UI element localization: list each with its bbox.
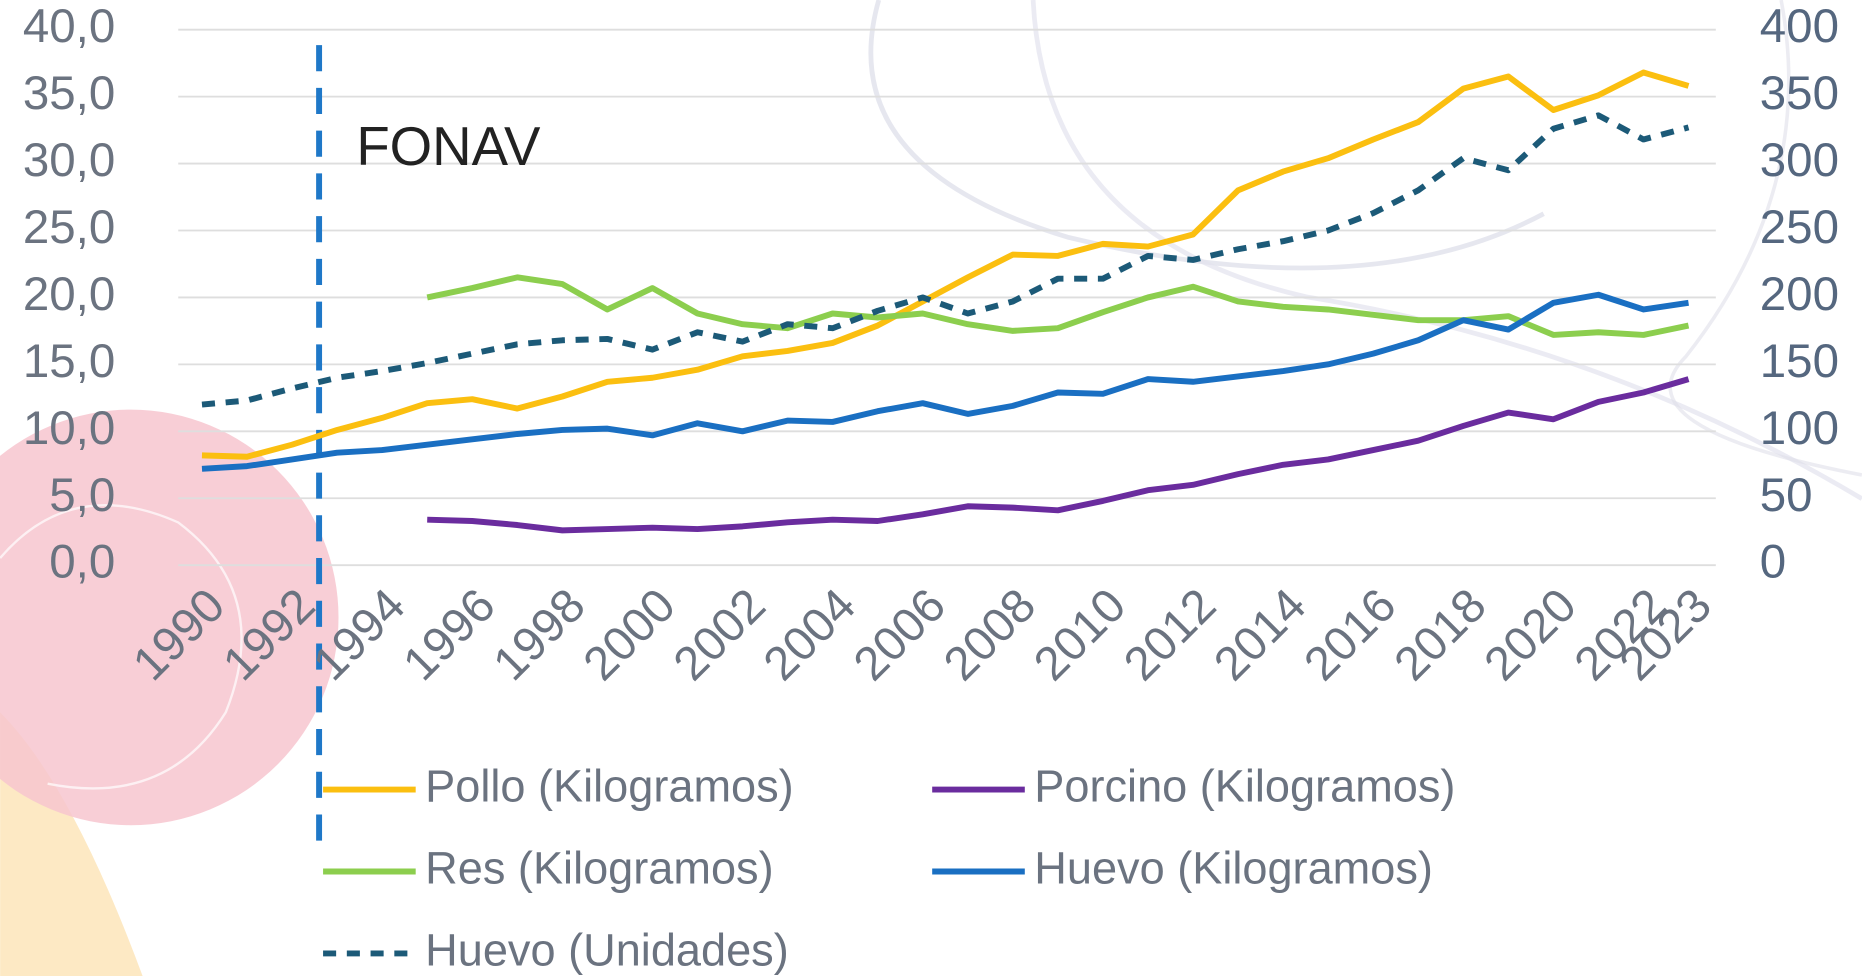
y-tick-label: 0,0: [49, 536, 115, 589]
chart: FONAV 0,0 5,0 10,0 15,0 20,0 25,0 30,0 35,0 40,0…: [0, 0, 1862, 976]
y2-tick-label: 0: [1760, 536, 1786, 589]
legend-label: Porcino (Kilogramos): [1034, 761, 1455, 812]
y2-tick-label: 400: [1760, 0, 1839, 53]
y-tick-label: 25,0: [23, 201, 115, 254]
background-decoration: [0, 0, 1862, 976]
y2-tick-label: 50: [1760, 469, 1813, 522]
x-tick-label: 2018: [1384, 579, 1496, 691]
y2-tick-label: 350: [1760, 67, 1839, 120]
x-tick-label: 2014: [1204, 579, 1316, 691]
x-tick-label: 1998: [483, 579, 595, 691]
y-tick-label: 35,0: [23, 67, 115, 120]
y2-tick-label: 100: [1760, 402, 1839, 455]
legend-label: Pollo (Kilogramos): [425, 761, 794, 812]
legend-label: Huevo (Kilogramos): [1034, 842, 1433, 893]
y-tick-label: 10,0: [23, 402, 115, 455]
x-tick-label: 2000: [574, 579, 686, 691]
x-tick-label: 2006: [844, 579, 956, 691]
x-tick-label: 2010: [1024, 579, 1136, 691]
x-tick-label: 2004: [754, 579, 866, 691]
y-tick-label: 40,0: [23, 0, 115, 53]
series-line: [427, 379, 1688, 530]
x-tick-label: 2002: [664, 579, 776, 691]
y-tick-label: 5,0: [49, 469, 115, 522]
x-tick-label: 1996: [393, 579, 505, 691]
x-tick-label: 2008: [934, 579, 1046, 691]
y-tick-label: 20,0: [23, 268, 115, 321]
y-tick-label: 15,0: [23, 335, 115, 388]
y2-tick-label: 150: [1760, 335, 1839, 388]
annotation-text: FONAV: [356, 116, 541, 177]
legend-label: Res (Kilogramos): [425, 842, 773, 893]
x-tick-label: 2016: [1294, 579, 1406, 691]
x-tick-label: 2020: [1474, 579, 1586, 691]
x-tick-label: 2012: [1114, 579, 1226, 691]
y2-tick-label: 300: [1760, 134, 1839, 187]
y-tick-label: 30,0: [23, 134, 115, 187]
y2-tick-label: 250: [1760, 201, 1839, 254]
y2-tick-label: 200: [1760, 268, 1839, 321]
legend-label: Huevo (Unidades): [425, 924, 789, 975]
